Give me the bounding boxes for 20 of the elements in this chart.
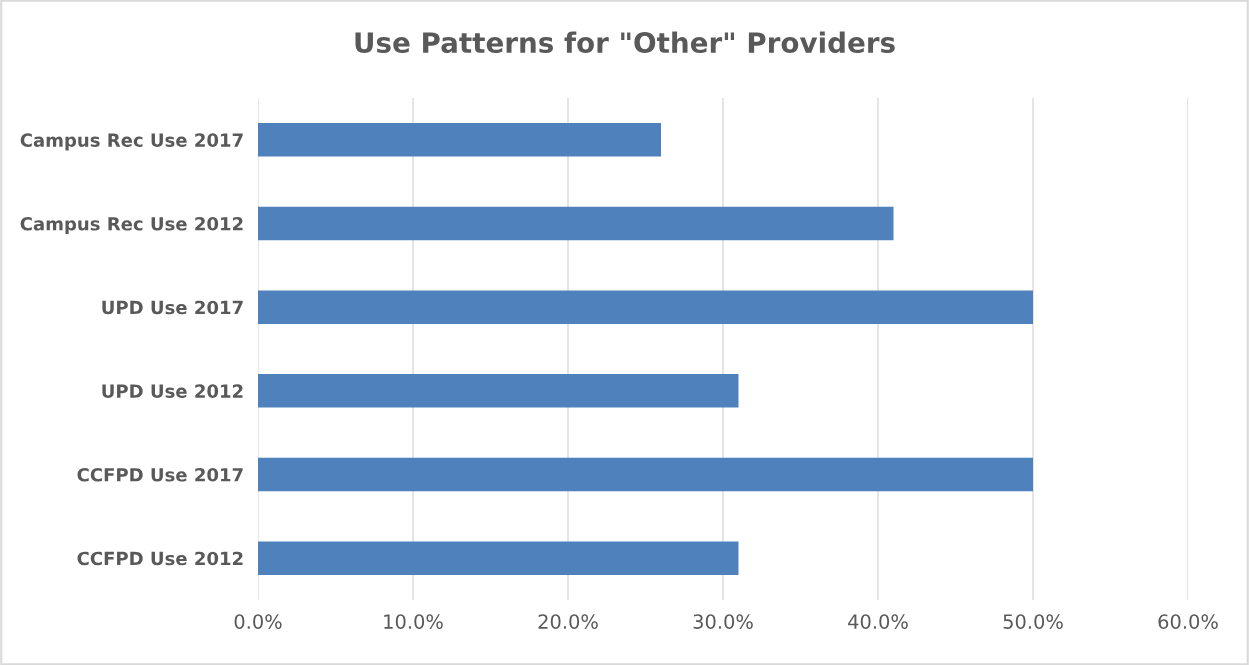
x-tick-label: 10.0% [384, 614, 443, 629]
x-tick-label: 60.0% [1158, 614, 1218, 629]
y-tick-label: CCFPD Use 2012 [77, 551, 243, 566]
bar [258, 457, 1033, 492]
bar [258, 374, 739, 408]
y-tick-label: CCFPD Use 2017 [77, 467, 243, 482]
x-tick-label: 50.0% [1003, 614, 1063, 629]
y-tick-label: Campus Rec Use 2012 [20, 216, 243, 235]
x-tick-label: 0.0% [234, 614, 282, 629]
bar [258, 206, 894, 241]
y-tick-label: UPD Use 2017 [102, 300, 243, 315]
y-tick-label: UPD Use 2012 [102, 384, 243, 398]
bar [258, 123, 661, 157]
chart-title: Use Patterns for "Other" Providers [355, 31, 895, 54]
bar [258, 541, 739, 575]
x-tick-label: 40.0% [848, 614, 908, 629]
y-tick-label: Campus Rec Use 2017 [20, 133, 243, 151]
x-tick-label: 20.0% [538, 614, 598, 629]
bar [258, 290, 1033, 324]
x-tick-label: 30.0% [693, 614, 753, 629]
